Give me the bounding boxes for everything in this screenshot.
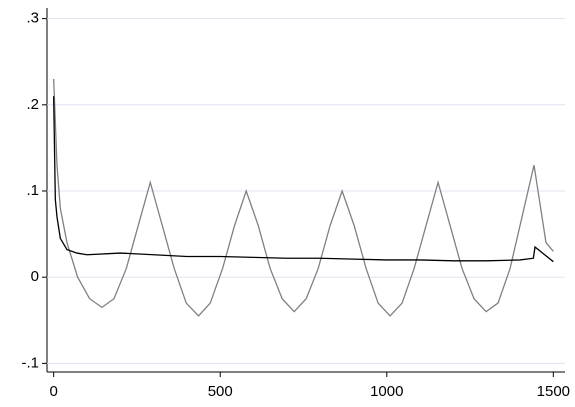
x-tick-label: 500 (208, 383, 233, 400)
y-tick-label: -.1 (21, 354, 39, 371)
y-tick-label: .2 (26, 96, 39, 113)
x-tick-label: 1000 (370, 383, 403, 400)
x-tick-label: 1500 (537, 383, 570, 400)
x-tick-label: 0 (49, 383, 57, 400)
y-tick-label: .3 (26, 10, 39, 27)
y-tick-label: .1 (26, 182, 39, 199)
series-line (53, 78, 554, 317)
y-tick-label: 0 (31, 268, 39, 285)
series-line (53, 96, 554, 263)
